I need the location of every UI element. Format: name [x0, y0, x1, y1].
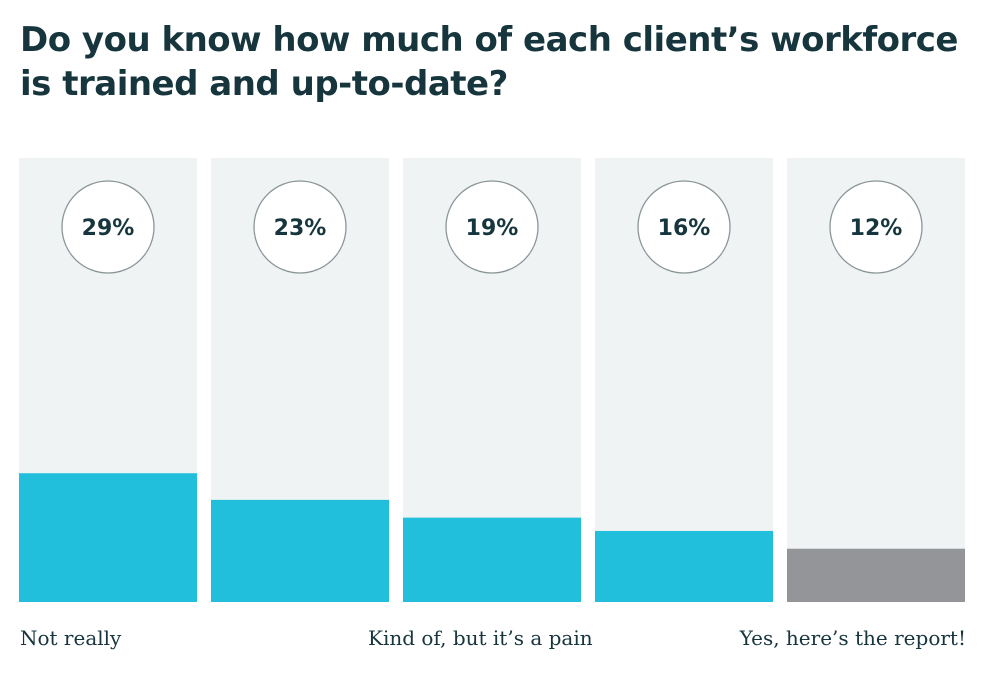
value-label: 16% — [658, 216, 711, 241]
chart-title: Do you know how much of each client’s wo… — [20, 20, 958, 104]
value-label-circle — [829, 180, 923, 274]
bar — [595, 530, 773, 602]
bar — [211, 499, 389, 602]
value-label-circle — [637, 180, 731, 274]
bars — [19, 473, 965, 602]
bar — [403, 517, 581, 602]
value-label: 23% — [274, 216, 327, 241]
value-label: 12% — [850, 216, 903, 241]
bar — [787, 548, 965, 602]
value-label-circle — [253, 180, 347, 274]
value-label-circle — [445, 180, 539, 274]
value-label: 29% — [82, 216, 135, 241]
value-label-circle — [61, 180, 155, 274]
bar — [19, 473, 197, 602]
scale-label-right: Yes, here’s the report! — [739, 626, 966, 650]
value-label: 19% — [466, 216, 519, 241]
value-labels: 29% 23% 19% 16% 12% — [61, 180, 923, 274]
scale-label-middle: Kind of, but it’s a pain — [368, 626, 593, 650]
scale-label-left: Not really — [20, 626, 122, 650]
